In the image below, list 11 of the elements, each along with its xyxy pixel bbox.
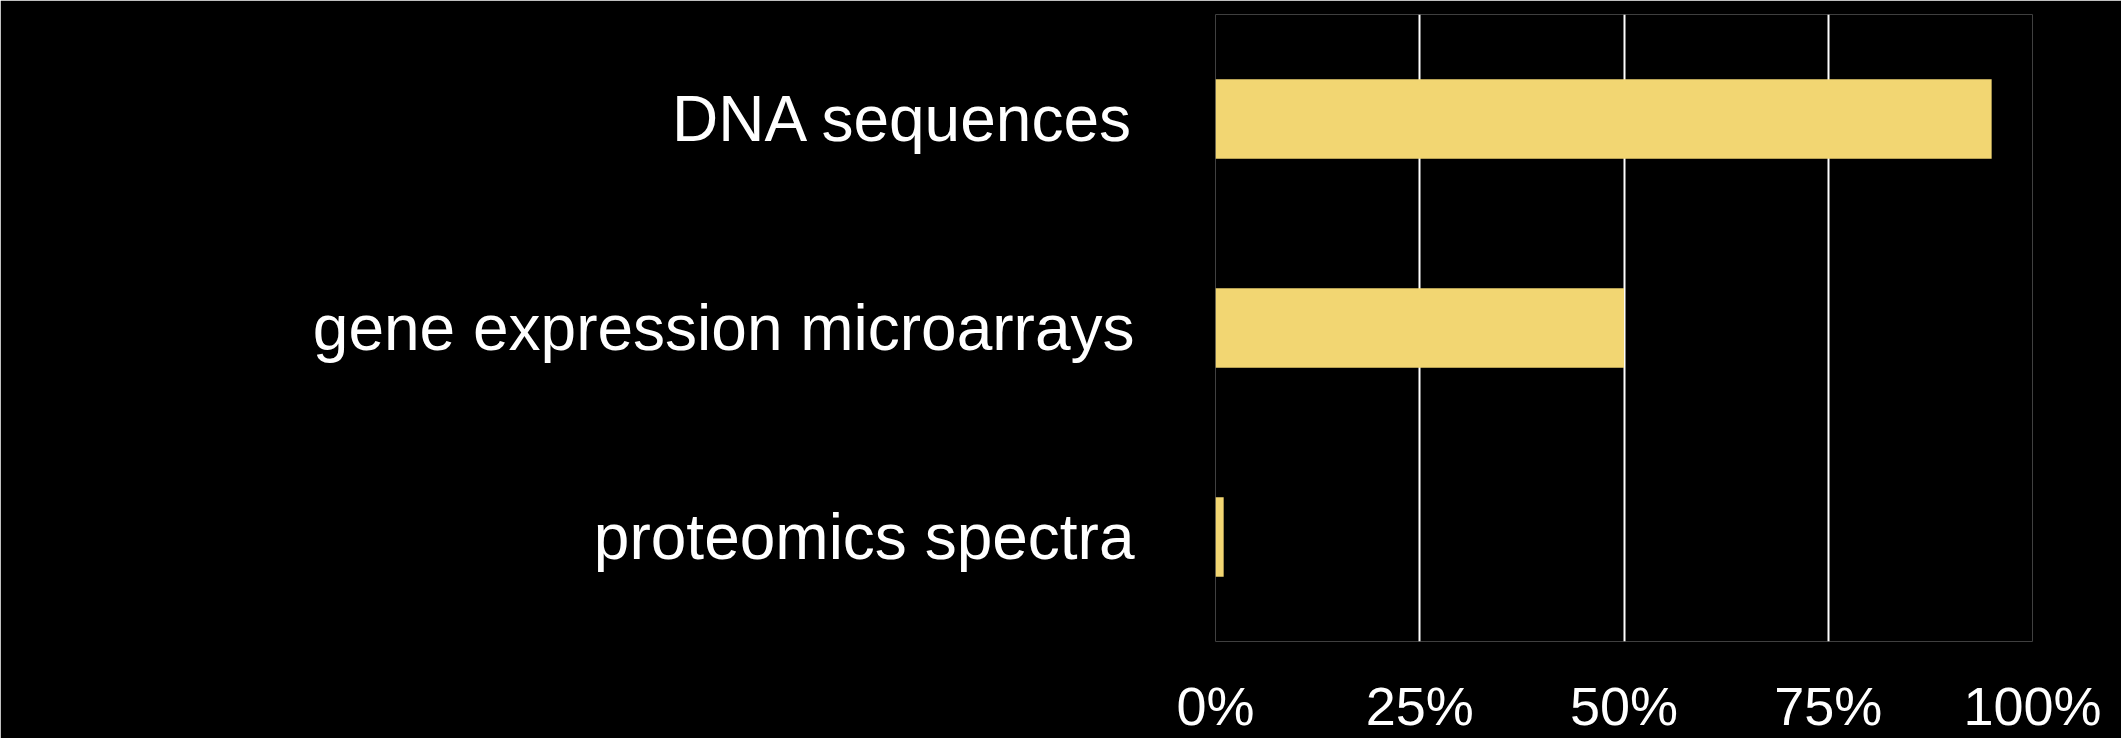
x-tick-label: 25% [1365,675,1474,736]
bar [1215,497,1224,577]
x-tick-label: 75% [1774,675,1883,736]
y-tick-label: DNA sequences [672,83,1131,155]
x-tick-label: 100% [1963,675,2102,736]
y-tick-label: proteomics spectra [593,501,1135,573]
y-tick-label: gene expression microarrays [312,292,1135,364]
x-tick-label: 0% [1176,675,1255,736]
x-tick-label: 50% [1569,675,1679,736]
bar [1215,79,1992,159]
bar [1215,288,1624,368]
